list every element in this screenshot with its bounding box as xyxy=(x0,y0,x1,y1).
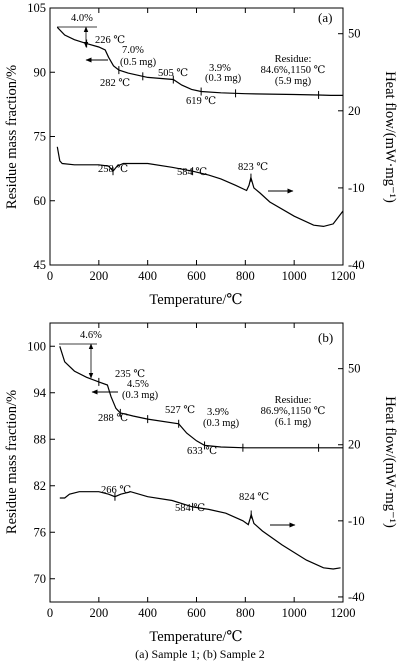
temp4-label-a: 619 ℃ xyxy=(186,96,216,107)
panel-a: 0 200 400 600 800 1000 1200 45 60 75 90 105 -40 -10 20… xyxy=(4,1,398,308)
y2-tick-label: 50 xyxy=(348,362,361,376)
y-tick-label: 90 xyxy=(34,65,47,79)
panel-b: 0 200 400 600 800 1000 1200 70 76 82 88 94 100 -40 -10… xyxy=(4,322,398,645)
temp2-label-a: 282 ℃ xyxy=(100,78,130,89)
residue1-label-a: Residue: xyxy=(275,54,312,65)
panel-label-b: (b) xyxy=(318,330,333,345)
y-tick-label: 70 xyxy=(34,572,47,586)
mass-curve-a xyxy=(56,26,343,96)
x-tick-label: 800 xyxy=(236,269,255,283)
plot-frame-a xyxy=(49,7,344,266)
y-tick-label: 88 xyxy=(34,432,47,446)
loss3a-label-a: 3.9% xyxy=(209,63,231,74)
x-tick-label: 600 xyxy=(187,606,206,620)
residue1-label-b: Residue: xyxy=(275,395,312,406)
temp6-label-a: 584 ℃ xyxy=(177,167,207,178)
loss3b-label-b: (0.3 mg) xyxy=(203,418,240,429)
panel-label-a: (a) xyxy=(318,10,332,25)
y2-tick-label: -10 xyxy=(348,514,365,528)
y2-tick-label: 50 xyxy=(348,27,361,41)
y2-tick-label: -10 xyxy=(348,181,365,195)
residue3-label-a: (5.9 mg) xyxy=(275,76,312,87)
x-tick-label: 0 xyxy=(47,269,53,283)
loss2b-label-a: (0.5 mg) xyxy=(120,57,157,68)
y2-tick-label: -40 xyxy=(348,590,365,604)
loss3b-label-a: (0.3 mg) xyxy=(205,73,242,84)
y2-axis-title-a: Heat flow/(mW·mg⁻¹) xyxy=(382,71,398,203)
figure-caption: (a) Sample 1; (b) Sample 2 xyxy=(135,647,265,661)
mass-curve-b xyxy=(59,346,343,449)
temp1-label-a: 226 ℃ xyxy=(95,35,125,46)
temp2-label-b: 288 ℃ xyxy=(98,413,128,424)
loss2b-label-b: (0.3 mg) xyxy=(122,390,159,401)
y2-tick-label: 20 xyxy=(348,438,361,452)
y-axis-title-a: Residue mass fraction/% xyxy=(4,65,20,209)
curve-markers-b xyxy=(98,377,320,519)
x-tick-label: 1200 xyxy=(331,606,356,620)
x-axis-title-a: Temperature/℃ xyxy=(149,292,242,308)
heat-curve-b xyxy=(59,491,341,570)
temp1-label-b: 235 ℃ xyxy=(115,369,145,380)
x-tick-label: 600 xyxy=(187,269,206,283)
y-tick-label: 60 xyxy=(34,194,47,208)
residue2-label-b: 86.9%,1150 ℃ xyxy=(261,406,326,417)
loss2a-label-b: 4.5% xyxy=(127,379,149,390)
temp3-label-b: 527 ℃ xyxy=(165,405,195,416)
y-tick-label: 75 xyxy=(34,130,47,144)
temp6-label-b: 584 ℃ xyxy=(175,503,205,514)
x-tick-label: 1000 xyxy=(282,269,307,283)
y-tick-label: 45 xyxy=(34,258,47,272)
x-tick-label: 800 xyxy=(236,606,255,620)
residue3-label-b: (6.1 mg) xyxy=(275,417,312,428)
y-tick-label: 76 xyxy=(34,525,47,539)
temp5-label-b: 266 ℃ xyxy=(101,485,131,496)
y2-tick-label: -40 xyxy=(348,258,365,272)
ticks-b: 0 200 400 600 800 1000 1200 70 76 82 88 94 100 -40 -10… xyxy=(27,323,365,620)
x-tick-label: 200 xyxy=(89,269,108,283)
x-tick-label: 200 xyxy=(89,606,108,620)
x-tick-label: 400 xyxy=(138,269,157,283)
y2-axis-title-b: Heat flow/(mW·mg⁻¹) xyxy=(382,396,398,528)
y-tick-label: 94 xyxy=(34,386,47,400)
temp7-label-b: 824 ℃ xyxy=(239,492,269,503)
temp3-label-a: 505 ℃ xyxy=(158,68,188,79)
y-tick-label: 105 xyxy=(27,1,46,15)
loss1-label-a: 4.0% xyxy=(71,13,93,24)
ticks-a: 0 200 400 600 800 1000 1200 45 60 75 90 105 -40 -10 20… xyxy=(27,1,364,283)
temp7-label-a: 823 ℃ xyxy=(238,162,268,173)
y-axis-title-b: Residue mass fraction/% xyxy=(4,390,20,534)
heat-curve-a xyxy=(56,146,344,228)
temp5-label-a: 258 ℃ xyxy=(98,164,128,175)
loss3a-label-b: 3.9% xyxy=(207,407,229,418)
x-tick-label: 1200 xyxy=(331,269,356,283)
residue2-label-a: 84.6%,1150 ℃ xyxy=(261,65,326,76)
y-tick-label: 82 xyxy=(34,479,47,493)
plot-frame-b xyxy=(49,322,344,603)
temp4-label-b: 633 ℃ xyxy=(187,446,217,457)
x-tick-label: 0 xyxy=(47,606,53,620)
y-tick-label: 100 xyxy=(27,339,46,353)
x-tick-label: 1000 xyxy=(282,606,307,620)
x-tick-label: 400 xyxy=(138,606,157,620)
loss2a-label-a: 7.0% xyxy=(122,45,144,56)
x-axis-title-b: Temperature/℃ xyxy=(149,629,242,645)
loss1-label-b: 4.6% xyxy=(80,330,102,341)
y2-tick-label: 20 xyxy=(348,104,361,118)
